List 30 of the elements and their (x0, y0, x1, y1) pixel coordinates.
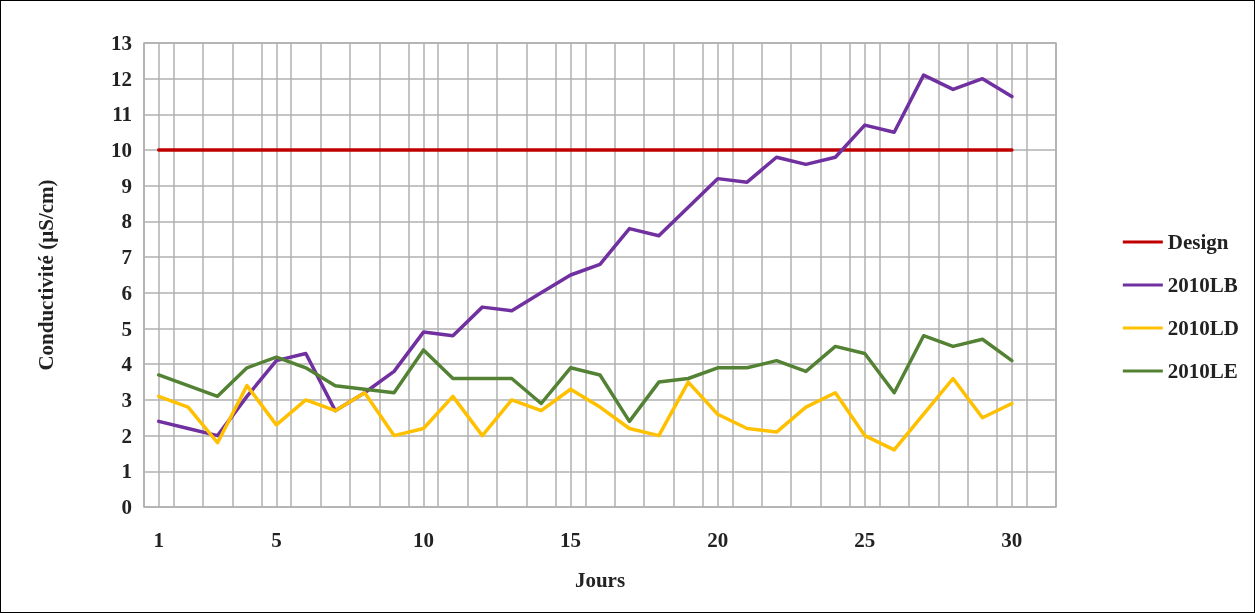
line-series (156, 333, 1014, 424)
y-tick-label: 9 (121, 173, 132, 198)
y-tick-label: 2 (121, 423, 132, 448)
x-tick-label: 15 (560, 527, 582, 552)
x-tick-label: 30 (1001, 527, 1023, 552)
y-tick-label: 13 (111, 31, 132, 55)
x-tick-label: 10 (412, 527, 434, 552)
x-axis-title: Jours (574, 567, 626, 592)
y-tick-label: 4 (121, 352, 133, 377)
y-tick-label: 8 (121, 209, 132, 234)
legend-label: Design (1167, 230, 1229, 254)
line-series (156, 376, 1014, 452)
y-tick-label: 5 (121, 316, 132, 341)
y-tick-label: 6 (121, 280, 132, 305)
line-series (156, 73, 1014, 438)
x-tick-label: 20 (707, 527, 729, 552)
x-tick-label: 1 (153, 527, 164, 552)
y-tick-label: 1 (121, 459, 132, 484)
y-tick-label: 0 (121, 495, 132, 519)
y-tick-label: 3 (121, 387, 132, 412)
y-tick-label: 12 (111, 66, 132, 91)
legend-label: 2010LE (1167, 359, 1238, 383)
y-tick-label: 10 (111, 138, 132, 163)
y-axis-title: Conductivité (µS/cm) (33, 179, 58, 371)
x-tick-label: 5 (271, 527, 282, 552)
y-tick-label: 7 (121, 245, 132, 270)
y-tick-label: 11 (112, 102, 132, 127)
x-tick-label: 25 (854, 527, 876, 552)
legend-label: 2010LD (1167, 316, 1240, 340)
legend-label: 2010LB (1167, 273, 1238, 297)
